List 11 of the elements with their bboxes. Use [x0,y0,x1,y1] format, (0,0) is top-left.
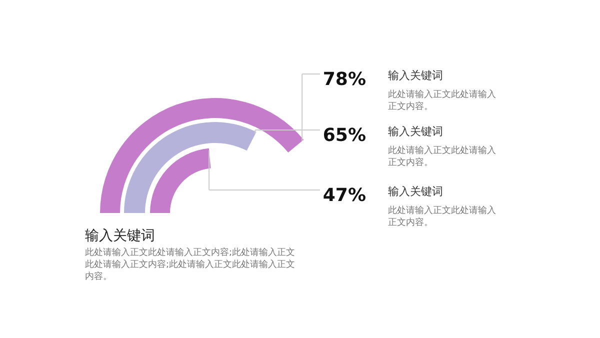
text: 输入关键词 [388,125,443,138]
text: 此处请输入正文此处请输入正文内容。 [388,205,496,228]
text: 此处请输入正文此处请输入正文内容;此处请输入正文此处请输入正文内容;此处请输入正文此处请输入正文内容。 [85,247,296,282]
data-label: 78% [322,69,366,90]
data-label: 47% [322,185,366,206]
text: 输入关键词 [388,185,443,198]
data-label: 65% [322,125,366,146]
text: 输入关键词 [85,228,155,244]
text: 输入关键词 [388,69,443,82]
text: 此处请输入正文此处请输入正文内容。 [388,145,496,168]
text: 此处请输入正文此处请输入正文内容。 [388,89,496,112]
